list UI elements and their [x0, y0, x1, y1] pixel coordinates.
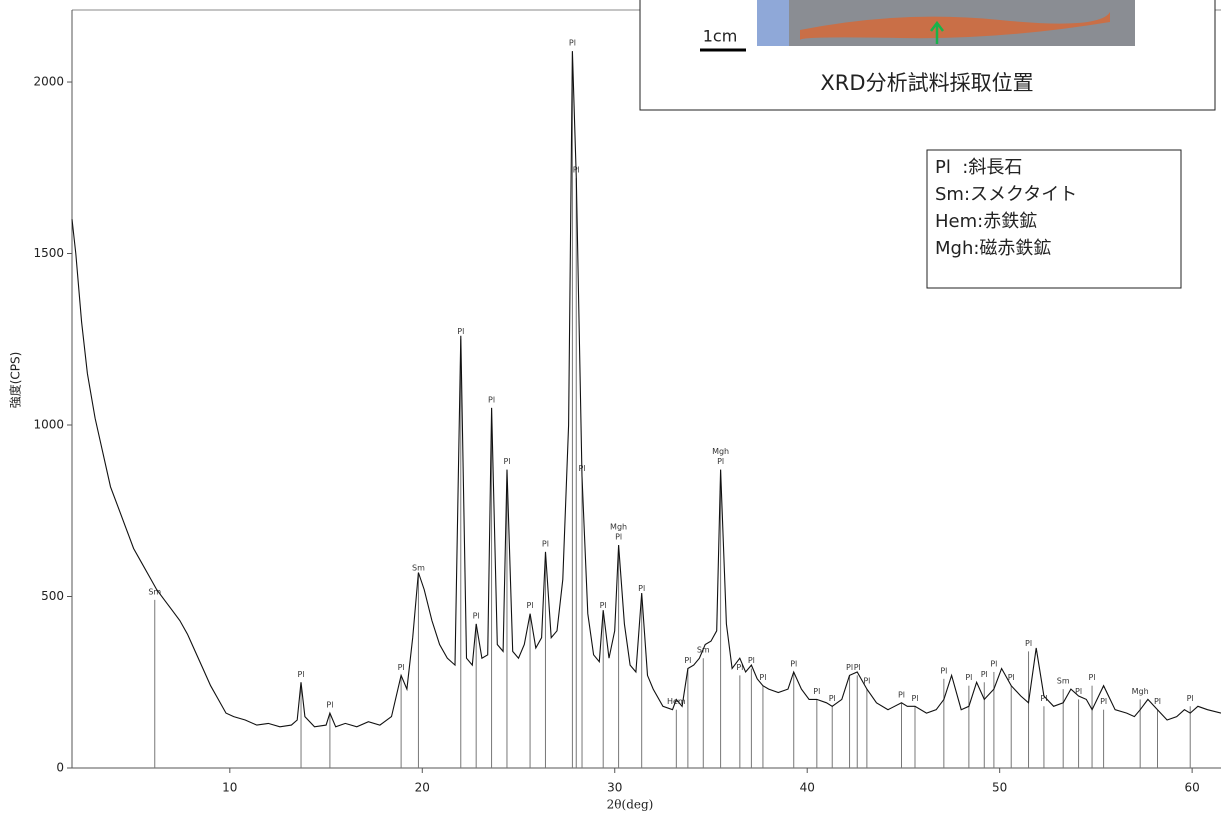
inset-photo-edge	[757, 0, 789, 46]
x-tick-label: 60	[1184, 781, 1199, 795]
peak-label: Pl	[600, 601, 607, 610]
x-tick-label: 50	[992, 781, 1007, 795]
peak-label: Pl	[684, 656, 691, 665]
inset-arrow	[930, 20, 944, 44]
peak-label: Pl	[1075, 687, 1082, 696]
peak-label: Pl	[473, 611, 480, 620]
peak-label: Pl	[813, 687, 820, 696]
peak-label: Pl	[911, 694, 918, 703]
peak-label: Pl	[569, 39, 576, 48]
peak-label: Pl	[829, 694, 836, 703]
peak-label: Sm	[697, 646, 710, 655]
peak-label: Pl	[965, 673, 972, 682]
peak-label: Pl	[1100, 697, 1107, 706]
peak-label: Pl	[1025, 639, 1032, 648]
legend: Pl :斜長石 Sm:スメクタイト Hem:赤鉄鉱 Mgh:磁赤鉄鉱	[935, 157, 1077, 259]
peak-label: Pl	[542, 539, 549, 548]
plot-area: 0 500 1000 1500 2000 10 20 30 40 50 60 Sm Pl Pl Pl Sm Pl…	[33, 39, 1221, 795]
peak-label: Mgh	[712, 447, 729, 456]
inset-caption: XRD分析試料採取位置	[820, 71, 1033, 95]
peak-label: Pl	[488, 395, 495, 404]
legend-entry: Mgh:磁赤鉄鉱	[935, 238, 1051, 259]
x-tick-label: 10	[222, 781, 237, 795]
peak-label: Pl	[527, 601, 534, 610]
peak-label: Pl	[898, 690, 905, 699]
peak-label: Pl	[1154, 697, 1161, 706]
legend-entry: Pl :斜長石	[935, 157, 1022, 178]
x-tick-label: 30	[607, 781, 622, 795]
y-tick-label: 1500	[33, 246, 64, 260]
peak-label: Pl	[736, 663, 743, 672]
peak-label: Pl	[940, 666, 947, 675]
peak-label: Pl	[990, 659, 997, 668]
peak-label: Sm	[1057, 677, 1070, 686]
inset-photo-vein	[800, 12, 1110, 40]
y-tick-label: 1000	[33, 418, 64, 432]
peak-label: Sm	[148, 587, 161, 596]
peak-label: Pl	[298, 670, 305, 679]
legend-entry: Sm:スメクタイト	[935, 184, 1077, 205]
peak-label: Pl	[846, 663, 853, 672]
peak-label: Hem	[667, 697, 686, 706]
peak-label: Pl	[398, 663, 405, 672]
peak-label: Mgh	[610, 523, 627, 532]
peak-label: Pl	[790, 659, 797, 668]
peak-label: Pl	[638, 584, 645, 593]
peak-label: Pl	[863, 677, 870, 686]
xrd-trace	[71, 51, 1221, 728]
peak-label: Pl	[1089, 673, 1096, 682]
peak-label: Sm	[412, 563, 425, 572]
peak-label: Pl	[457, 327, 464, 336]
peak-label: Pl	[759, 673, 766, 682]
y-tick-label: 0	[56, 761, 64, 775]
x-tick-label: 20	[415, 781, 430, 795]
y-tick-label: 500	[41, 589, 64, 603]
peak-label: Pl	[981, 670, 988, 679]
legend-box	[926, 149, 1182, 289]
y-tick-label: 2000	[33, 75, 64, 89]
x-tick-label: 40	[800, 781, 815, 795]
peak-label: Pl	[326, 701, 333, 710]
legend-entry: Hem:赤鉄鉱	[935, 211, 1037, 232]
peak-label: Pl	[748, 656, 755, 665]
peak-label: Pl	[1187, 694, 1194, 703]
peak-label: Pl	[615, 533, 622, 542]
peak-label: Pl	[503, 457, 510, 466]
y-axis-label: 強度(CPS)	[8, 352, 23, 409]
peak-label: Mgh	[1132, 687, 1149, 696]
peak-label: Pl	[717, 457, 724, 466]
peak-label: Pl	[854, 663, 861, 672]
peak-label: Pl	[1040, 694, 1047, 703]
peak-label: Pl	[1008, 673, 1015, 682]
x-axis-label: 2θ(deg)	[607, 798, 654, 812]
scale-label: 1cm	[703, 27, 738, 46]
